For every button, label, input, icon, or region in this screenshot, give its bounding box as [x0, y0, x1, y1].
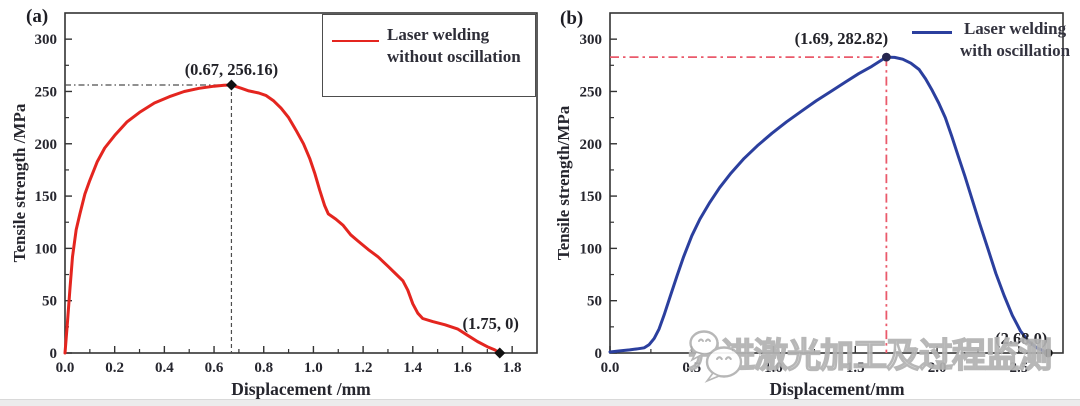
x-tick-label: 1.0 — [304, 360, 323, 376]
y-tick-label: 150 — [580, 189, 603, 205]
legend-label-line1-a: Laser welding — [387, 25, 490, 44]
y-tick-label: 300 — [580, 32, 603, 48]
legend-label-line2-a: without oscillation — [387, 47, 521, 66]
series-curves-a — [63, 83, 502, 355]
markers-annotations-b: (1.69, 282.82) (2.68,0) — [795, 29, 1053, 358]
y-tick-label: 300 — [35, 32, 58, 48]
y-tick-label: 0 — [50, 346, 58, 362]
legend-label-line2-b: with oscillation — [960, 41, 1071, 60]
y-tick-label: 150 — [35, 189, 58, 205]
y-tick-label: 50 — [42, 294, 57, 310]
y-tick-label: 100 — [580, 241, 603, 257]
plot-frame-a — [64, 12, 538, 354]
panel-b: (b) Tensile strength/MPa 0.0 0.5 1.0 1.5 2.0… — [540, 0, 1080, 406]
point-marker-diamond — [494, 347, 506, 359]
x-tick-label: 1.6 — [453, 360, 472, 376]
legend-label-line1-b: Laser welding — [963, 19, 1067, 38]
x-tick-label: 1.2 — [354, 360, 373, 376]
series-curves-b — [608, 55, 1050, 355]
axis-ticks-a: 0.0 0.2 0.4 0.6 0.8 1.0 1.2 1.4 1.6 1.8 0 50 100 150 2… — [35, 32, 522, 376]
plot-border — [609, 12, 1064, 354]
legend-a: Laser welding without oscillation — [322, 14, 536, 97]
x-tick-label: 2.0 — [928, 360, 947, 376]
x-tick-label: 0.0 — [56, 360, 75, 376]
legend-b: Laser welding with oscillation — [912, 18, 1070, 62]
series-line — [608, 55, 1050, 355]
y-tick-label: 50 — [587, 294, 602, 310]
x-axis-title-a: Displacement /mm — [231, 379, 371, 399]
x-tick-label: 0.6 — [205, 360, 224, 376]
y-tick-label: 100 — [35, 241, 58, 257]
x-tick-label: 1.0 — [764, 360, 783, 376]
x-tick-label: 1.4 — [403, 360, 422, 376]
chart-b-svg: 0.0 0.5 1.0 1.5 2.0 2.5 0 50 100 150 200 250 300 (1.… — [580, 12, 1064, 376]
x-axis-title-b: Displacement/mm — [769, 379, 905, 399]
y-tick-label: 250 — [35, 84, 58, 100]
point-marker-circle — [881, 52, 891, 62]
legend-text-a: Laser welding without oscillation — [387, 24, 521, 68]
panel-a-label: (a) — [26, 6, 49, 27]
panel-b-label: (b) — [560, 8, 584, 29]
markers-annotations-a: (0.67, 256.16) (1.75, 0) — [185, 60, 519, 359]
x-tick-label: 1.8 — [503, 360, 522, 376]
x-tick-label: 0.0 — [601, 360, 620, 376]
x-tick-label: 0.4 — [155, 360, 174, 376]
series-line — [63, 83, 502, 355]
point-marker-circle — [1043, 348, 1053, 358]
x-tick-label: 2.5 — [1009, 360, 1028, 376]
annotation-label: (2.68,0) — [995, 329, 1047, 348]
x-tick-label: 0.8 — [254, 360, 273, 376]
plot-frame-b — [609, 12, 1064, 354]
annotation-label: (0.67, 256.16) — [185, 60, 279, 79]
x-tick-label: 1.5 — [846, 360, 865, 376]
annotation-label: (1.69, 282.82) — [795, 29, 889, 48]
x-tick-label: 0.5 — [682, 360, 701, 376]
x-tick-label: 0.2 — [105, 360, 124, 376]
y-tick-label: 200 — [35, 137, 58, 153]
axis-ticks-b: 0.0 0.5 1.0 1.5 2.0 2.5 0 50 100 150 200 250 300 — [580, 32, 1029, 376]
legend-text-b: Laser welding with oscillation — [960, 18, 1070, 62]
guide-lines-b — [610, 56, 888, 353]
y-tick-label: 0 — [595, 346, 603, 362]
footer-strip — [0, 399, 1080, 406]
panel-a: (a) Tensile strength /MPa 0.0 0.2 0.4 0.6 0.… — [10, 6, 538, 399]
y-tick-label: 250 — [580, 84, 603, 100]
annotation-label: (1.75, 0) — [463, 314, 519, 333]
legend-line-sample-b — [912, 31, 952, 34]
guide-lines-a — [65, 84, 233, 353]
y-tick-label: 200 — [580, 137, 603, 153]
legend-line-sample-a — [332, 40, 379, 42]
chart-a-svg: 0.0 0.2 0.4 0.6 0.8 1.0 1.2 1.4 1.6 1.8 0 50 100 150 2… — [35, 12, 538, 376]
plot-border — [64, 12, 538, 354]
point-marker-diamond — [225, 79, 237, 91]
